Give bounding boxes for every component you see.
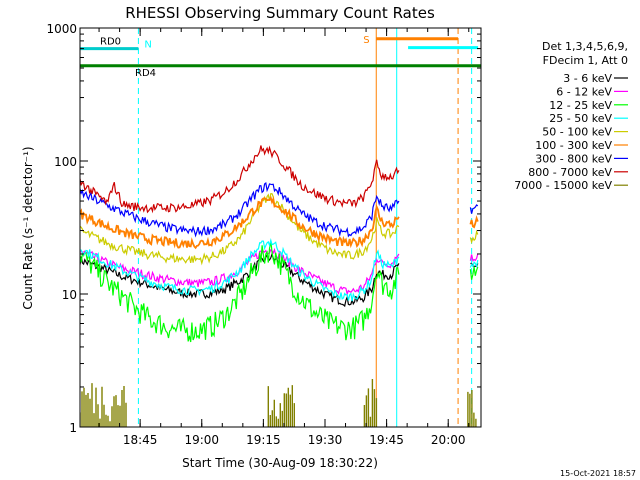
y-tick-label: 1000: [46, 22, 77, 36]
legend-label: 3 - 6 keV: [563, 72, 612, 85]
series-line-5: [469, 215, 479, 229]
series-line-1: [469, 253, 479, 262]
legend-label: 50 - 100 keV: [542, 126, 612, 139]
x-tick-label: 19:30: [308, 433, 343, 447]
series-line-8: [363, 379, 378, 427]
series-line-3: [80, 238, 400, 302]
x-tick-label: 19:00: [184, 433, 219, 447]
rd4-label: RD4: [135, 68, 156, 79]
legend-label: 300 - 800 keV: [535, 152, 612, 165]
series-line-6: [469, 204, 479, 214]
legend-label: 6 - 12 keV: [556, 85, 612, 98]
night-label: N: [144, 40, 151, 51]
x-tick-label: 19:45: [369, 433, 404, 447]
series-line-4: [469, 229, 479, 245]
y-tick-label: 100: [54, 155, 77, 169]
x-axis: 18:45 19:00 19:15 19:30 19:45 20:00: [98, 28, 470, 447]
rd0-label: RD0: [100, 37, 121, 48]
legend-label: 12 - 25 keV: [549, 99, 612, 112]
legend: Det 1,3,4,5,6,9, FDecim 1, Att 0 3 - 6 k…: [514, 40, 628, 192]
state-bars: RD0 RD4 N S: [80, 35, 481, 79]
state-markers: [80, 28, 473, 427]
series-line-7: [80, 145, 400, 214]
series-line-8: [80, 383, 127, 427]
y-axis-label: Count Rate (s⁻¹ detector⁻¹): [21, 146, 35, 309]
series-line-5: [80, 195, 400, 250]
x-tick-label: 20:00: [431, 433, 466, 447]
x-axis-label: Start Time (30-Aug-09 18:30:22): [182, 456, 378, 470]
series-line-8: [467, 390, 477, 427]
series-line-0: [80, 252, 400, 308]
chart-title: RHESSI Observing Summary Count Rates: [125, 4, 435, 22]
plot-frame: [79, 27, 482, 428]
legend-label: 7000 - 15000 keV: [514, 179, 612, 192]
legend-header-line-1: Det 1,3,4,5,6,9,: [542, 40, 628, 53]
x-tick-label: 19:15: [246, 433, 281, 447]
series-line-2: [80, 240, 400, 343]
legend-label: 25 - 50 keV: [549, 112, 612, 125]
legend-header-line-2: FDecim 1, Att 0: [543, 54, 628, 67]
y-axis: 1 10 100 1000: [46, 22, 481, 435]
saa-label: S: [363, 35, 369, 46]
x-tick-label: 18:45: [123, 433, 158, 447]
legend-label: 100 - 300 keV: [535, 139, 612, 152]
y-tick-label: 1: [69, 421, 77, 435]
series-line-3: [469, 259, 479, 269]
generation-timestamp: 15-Oct-2021 18:57: [560, 469, 636, 478]
series-line-2: [469, 266, 479, 280]
series-line-8: [267, 385, 295, 427]
legend-label: 800 - 7000 keV: [528, 166, 612, 179]
series-layer: [80, 145, 479, 427]
series-line-4: [80, 193, 400, 266]
y-tick-label: 10: [62, 288, 77, 302]
series-line-6: [80, 182, 400, 238]
